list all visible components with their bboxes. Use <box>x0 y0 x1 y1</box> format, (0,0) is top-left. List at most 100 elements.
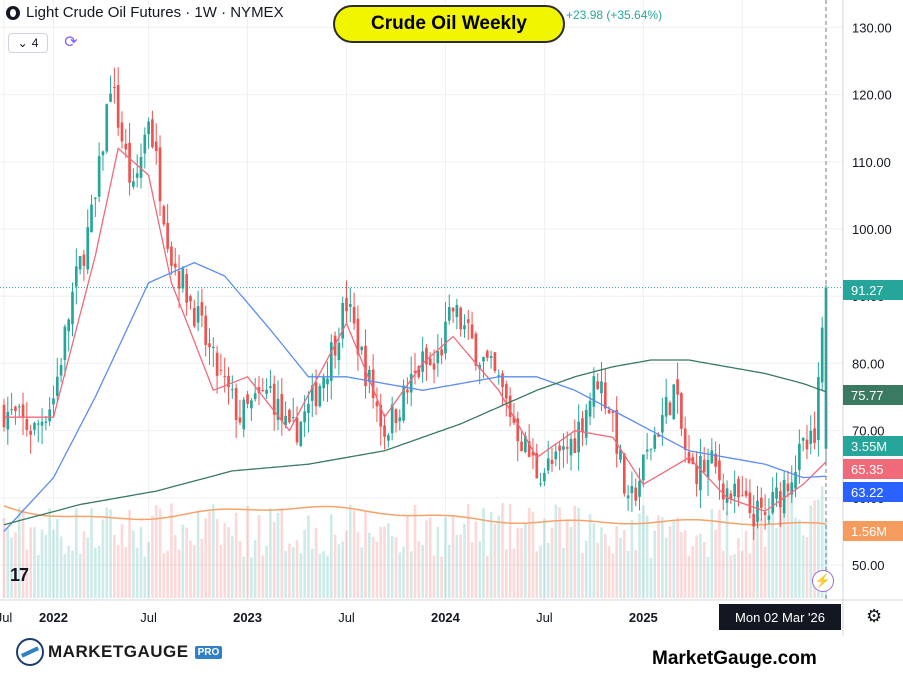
indicators-toggle[interactable]: ⌄ 4 <box>8 33 48 53</box>
candle-body <box>539 483 542 485</box>
candle-body <box>588 400 592 417</box>
volume-bar <box>463 523 466 598</box>
candle-body <box>14 406 17 412</box>
volume-bar <box>485 555 489 598</box>
candle-body <box>192 307 196 327</box>
candle-body <box>387 435 390 441</box>
candle-body <box>638 480 641 497</box>
candle-body <box>337 342 341 361</box>
sync-icon[interactable]: ⟳ <box>64 34 78 51</box>
volume-bar <box>314 528 318 598</box>
chart-title: Crude Oil Weekly <box>371 13 527 34</box>
volume-bar <box>189 540 192 598</box>
candle-body <box>94 197 97 199</box>
candle-body <box>139 156 143 178</box>
volume-bar <box>170 503 173 598</box>
volume-bar <box>94 547 97 598</box>
volume-bar <box>710 508 714 598</box>
volume-bar <box>192 545 196 598</box>
candle-body <box>318 386 322 407</box>
candle-body <box>170 246 173 266</box>
candle-body <box>607 409 611 414</box>
volume-bar <box>10 537 13 598</box>
volume-bar <box>455 534 459 598</box>
candle-body <box>805 439 809 450</box>
candle-body <box>501 373 504 388</box>
candle-body <box>794 471 797 489</box>
candle-body <box>569 438 573 456</box>
candle-body <box>581 418 584 433</box>
candle-body <box>554 451 558 460</box>
chart-area[interactable]: 50.0060.0070.0080.0090.00100.00110.00120… <box>0 0 903 636</box>
candle-body <box>680 393 683 429</box>
candle-body <box>702 459 706 472</box>
volume-bar <box>634 549 638 598</box>
symbol-header[interactable]: Light Crude Oil Futures · 1W · NYMEX <box>6 4 284 21</box>
volume-bar <box>721 551 725 598</box>
candle-body <box>801 437 805 441</box>
volume-bar <box>657 515 660 598</box>
volume-bar <box>531 511 535 598</box>
candle-body <box>474 333 478 366</box>
candle-body <box>242 399 246 430</box>
candle-body <box>577 421 580 453</box>
candle-body <box>668 402 672 416</box>
volume-bar <box>223 523 227 598</box>
candle-body <box>341 303 345 339</box>
candle-body <box>250 400 253 409</box>
volume-bar <box>6 528 10 598</box>
candle-body <box>295 417 299 443</box>
candle-body <box>345 297 348 312</box>
candle-body <box>48 409 51 422</box>
candle-body <box>402 385 405 421</box>
candle-body <box>657 434 660 437</box>
volume-bar <box>790 483 794 598</box>
price-chart[interactable]: 50.0060.0070.0080.0090.00100.00110.00120… <box>0 0 903 636</box>
candle-body <box>29 430 32 435</box>
candle-body <box>227 375 230 388</box>
tradingview-logo[interactable]: 17 <box>10 565 29 585</box>
volume-bar <box>801 535 805 598</box>
volume-bar <box>147 542 150 598</box>
volume-bar <box>680 531 683 598</box>
candle-body <box>676 379 679 395</box>
volume-bar <box>653 530 657 598</box>
candle-body <box>756 500 759 522</box>
candle-body <box>284 415 287 426</box>
candle-body <box>592 376 596 407</box>
gear-icon[interactable]: ⚙ <box>866 606 883 626</box>
candle-body <box>36 423 40 425</box>
candle-body <box>813 428 816 443</box>
candle-body <box>208 343 211 348</box>
volume-bar <box>543 518 546 598</box>
y-tick-label: 50.00 <box>852 558 885 573</box>
volume-bar <box>573 505 577 598</box>
candle-body <box>782 479 786 514</box>
candle-body <box>798 443 801 471</box>
candle-body <box>352 306 356 324</box>
candle-body <box>497 375 501 377</box>
indicator-count: 4 <box>31 36 39 50</box>
volume-bar <box>52 529 55 598</box>
flash-icon[interactable]: ⚡ <box>812 570 834 592</box>
volume-bar <box>695 535 698 598</box>
volume-bar <box>683 530 687 598</box>
candle-body <box>322 377 325 389</box>
volume-bar <box>649 557 653 598</box>
volume-bar <box>390 536 394 598</box>
x-tick-label: Jul <box>536 610 553 625</box>
candle-body <box>562 446 565 450</box>
candle-body <box>455 304 459 318</box>
volume-bar <box>78 553 82 598</box>
candle-body <box>116 84 120 128</box>
candle-body <box>447 307 451 321</box>
volume-bar <box>231 536 234 598</box>
candle-body <box>763 512 767 515</box>
volume-bar <box>284 551 287 598</box>
volume-bar <box>676 517 679 598</box>
volume-bar <box>607 545 611 598</box>
candle-body <box>661 415 664 433</box>
volume-bar <box>413 504 417 598</box>
candle-body <box>40 421 44 426</box>
volume-bar <box>242 556 246 598</box>
